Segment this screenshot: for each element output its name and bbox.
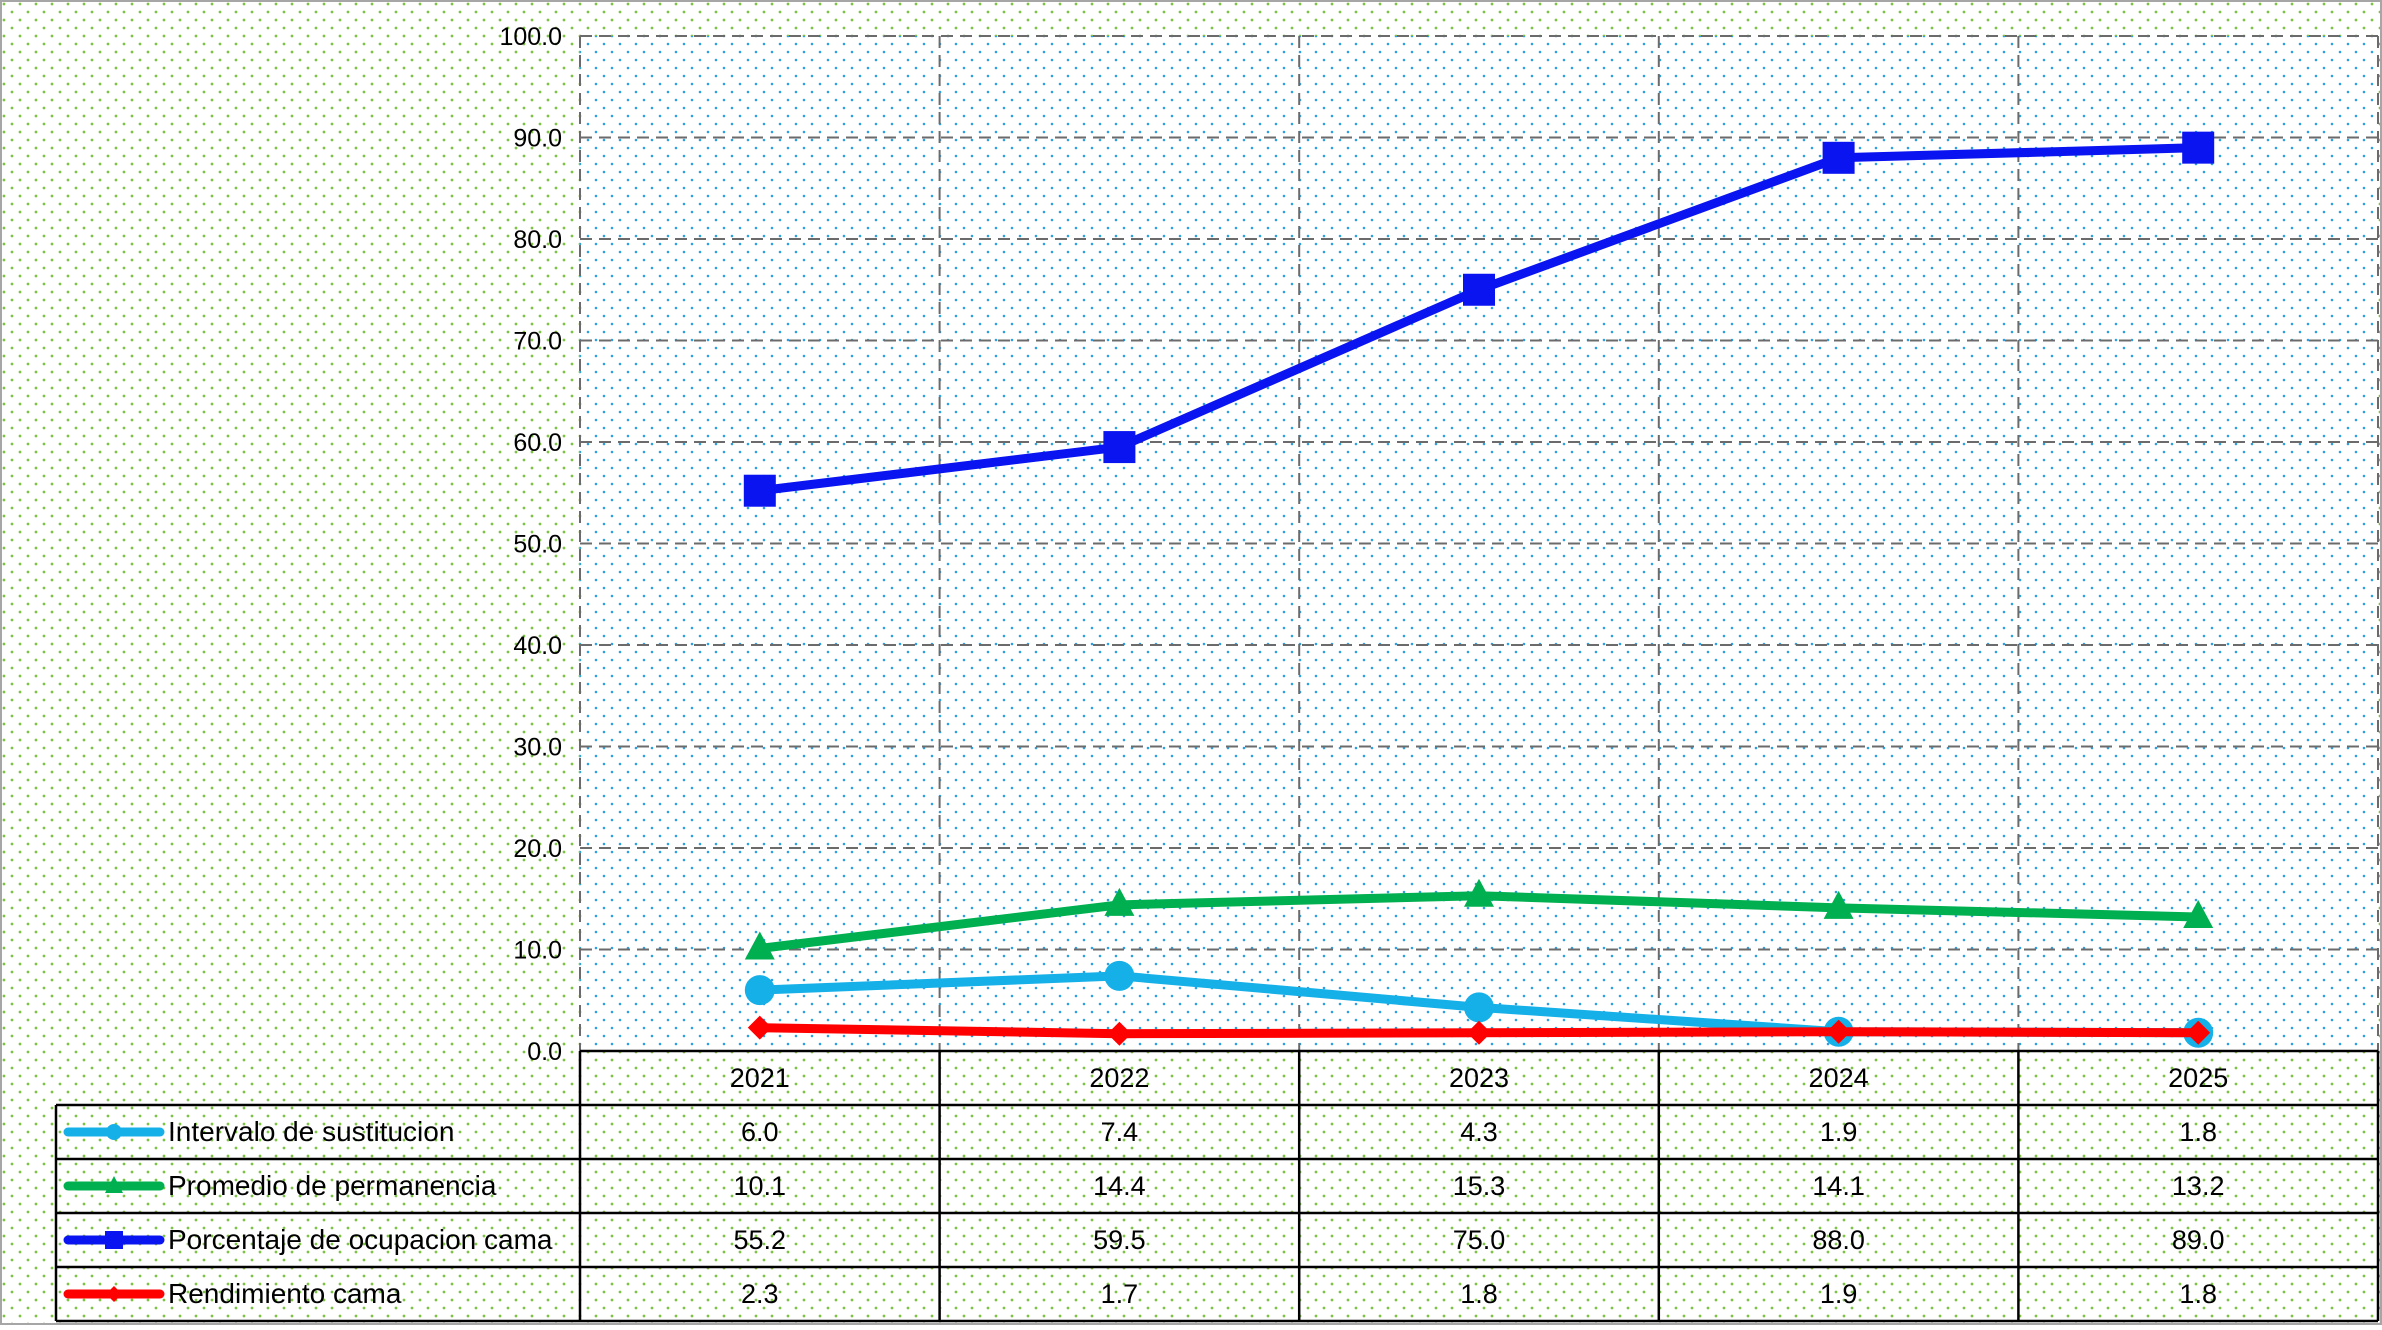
legend-key (63, 1176, 165, 1193)
data-point-marker (1104, 887, 1135, 916)
y-tick-label: 10.0 (513, 937, 562, 965)
data-table-value: 15.3 (1453, 1171, 1506, 1201)
legend-label: Promedio de permanencia (168, 1170, 497, 1201)
y-tick-label: 30.0 (513, 734, 562, 762)
data-point-marker (1467, 1020, 1491, 1045)
x-tick-label: 2021 (730, 1063, 790, 1093)
data-table-value: 6.0 (741, 1117, 779, 1147)
y-tick-label: 0.0 (527, 1038, 562, 1066)
data-point-marker (744, 931, 775, 960)
data-point-marker (1826, 1019, 1851, 1044)
legend-label: Intervalo de sustitucion (168, 1116, 454, 1147)
x-tick-label: 2024 (1809, 1063, 1869, 1093)
x-tick-label: 2023 (1449, 1063, 1509, 1093)
data-table-value: 1.8 (2179, 1279, 2217, 1309)
data-point-marker (1464, 878, 1494, 907)
data-table-value: 14.4 (1093, 1171, 1146, 1201)
data-table-value: 4.3 (1460, 1117, 1498, 1147)
data-table-value: 1.7 (1101, 1279, 1139, 1309)
data-point-marker (2182, 131, 2215, 164)
data-table-value: 10.1 (734, 1171, 787, 1201)
data-point-marker (1823, 890, 1854, 919)
data-point-marker (743, 474, 776, 507)
x-tick-label: 2022 (1089, 1063, 1149, 1093)
data-table-value: 59.5 (1093, 1225, 1146, 1255)
series-promedio-de-permanencia (744, 878, 2214, 960)
data-table-value: 7.4 (1101, 1117, 1139, 1147)
y-tick-label: 100.0 (499, 23, 562, 51)
data-table-value: 88.0 (1812, 1225, 1865, 1255)
series-porcentaje-de-ocupacion-cama (743, 131, 2215, 507)
data-table-value: 2.3 (741, 1279, 779, 1309)
data-point-marker (1104, 960, 1135, 991)
data-table-value: 1.8 (1460, 1279, 1498, 1309)
data-point-marker (1463, 273, 1495, 306)
legend-key (63, 1231, 165, 1249)
data-point-marker (1103, 431, 1136, 464)
data-table-value: 13.2 (2172, 1171, 2225, 1201)
data-table-value: 1.8 (2179, 1117, 2217, 1147)
data-point-marker (747, 1015, 772, 1040)
series-lines (743, 131, 2215, 1048)
y-tick-label: 60.0 (513, 429, 562, 457)
data-point-marker (1107, 1021, 1132, 1046)
data-table-value: 1.9 (1820, 1279, 1858, 1309)
y-tick-label: 20.0 (513, 835, 562, 863)
legend-label: Porcentaje de ocupacion cama (168, 1224, 553, 1255)
x-tick-label: 2025 (2168, 1063, 2228, 1093)
data-table-value: 89.0 (2172, 1225, 2225, 1255)
y-tick-label: 90.0 (513, 125, 562, 153)
y-tick-label: 70.0 (513, 328, 562, 356)
data-table-value: 1.9 (1820, 1117, 1858, 1147)
data-table-value: 14.1 (1812, 1171, 1865, 1201)
legend-key (63, 1286, 165, 1302)
y-tick-label: 40.0 (513, 632, 562, 660)
data-table-value: 55.2 (734, 1225, 787, 1255)
legend-key (63, 1124, 165, 1140)
data-point-marker (744, 975, 775, 1006)
data-table-value: 75.0 (1453, 1225, 1506, 1255)
data-point-marker (1822, 141, 1855, 174)
legend-label: Rendimiento cama (168, 1278, 402, 1309)
data-point-marker (1464, 992, 1494, 1023)
series-rendimiento-cama (747, 1015, 2211, 1046)
y-tick-label: 80.0 (513, 226, 562, 254)
y-axis-tick-labels: 0.0 10.0 20.0 30.0 40.0 50.0 60.0 70.0 80.0 90.0 1… (499, 23, 562, 1066)
data-point-marker (2186, 1020, 2211, 1045)
data-point-marker (2183, 900, 2214, 929)
y-tick-label: 50.0 (513, 531, 562, 559)
gridlines (579, 35, 2379, 1052)
data-table: 2021 2022 2023 2024 2025 Intervalo de sustitu… (54, 1049, 2380, 1323)
